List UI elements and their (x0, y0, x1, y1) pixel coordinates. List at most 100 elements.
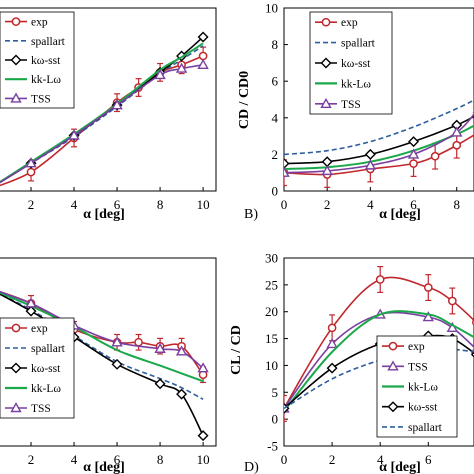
plot-frame (283, 257, 474, 447)
legend-marker-exp (11, 17, 21, 26)
data-point-exp (26, 167, 36, 177)
data-point-tss (111, 99, 123, 110)
x-tick-label: 8 (453, 197, 460, 212)
data-point-exp (327, 323, 337, 333)
x-tick-label: 2 (329, 452, 336, 467)
panel-label: D) (244, 460, 259, 474)
x-axis-label: α [deg] (83, 207, 125, 222)
legend-marker-tss (10, 402, 22, 413)
data-point-tss (407, 148, 420, 159)
data-point-exp (375, 275, 385, 284)
x-tick-label: 6 (114, 452, 121, 467)
data-point-tss (154, 342, 166, 353)
plot-frame (0, 257, 217, 447)
data-point-tss (197, 58, 209, 69)
legend-label: kk-Lω (408, 382, 438, 394)
x-tick-label: 2 (324, 197, 331, 212)
data-point-kw_sst (154, 378, 166, 390)
legend: exp TSS kk-Lω kω-sst spallart (376, 335, 458, 438)
legend-marker-exp (11, 323, 21, 333)
series-line-kkLw (284, 310, 474, 412)
legend-label: kk-Lω (31, 74, 61, 86)
data-point-kw_sst (111, 358, 123, 370)
legend-label: spallart (408, 422, 443, 434)
data-point-kw_sst (284, 158, 290, 170)
legend-label: kω-sst (31, 55, 61, 67)
data-point-tss (197, 362, 209, 373)
y-tick-label: 25 (265, 277, 278, 292)
y-axis-label: CL / CD (229, 325, 244, 375)
data-point-exp (423, 283, 433, 292)
y-tick-label: 20 (265, 304, 278, 319)
x-tick-label: 4 (71, 452, 78, 467)
y-tick-label: 30 (265, 251, 278, 266)
legend-label: exp (31, 323, 48, 335)
panel-b-drag-ratio: 0 2 4 6 8 0 2 4 6 8 10 α [deg] CD / CD0 B) exp spallart… (237, 1, 474, 222)
legend-label: TSS (31, 403, 51, 415)
legend-label: exp (408, 341, 425, 353)
y-tick-label: 15 (265, 331, 278, 346)
x-tick-label: 0 (281, 197, 288, 212)
x-tick-label: 8 (157, 452, 164, 467)
data-point-kw_sst (197, 31, 209, 43)
legend-label: kω-sst (31, 363, 61, 375)
y-tick-label: 0 (272, 184, 279, 199)
y-axis-label: CD / CD0 (237, 71, 252, 129)
data-point-tss (451, 126, 463, 137)
data-point-tss (25, 297, 37, 308)
legend-label: kω-sst (408, 402, 438, 414)
x-tick-label: 10 (197, 452, 210, 467)
data-point-kw_sst (326, 362, 338, 374)
x-axis-label: α [deg] (379, 460, 421, 474)
legend: exp spallart kω-sst kk-Lω TSS (0, 11, 75, 109)
y-tick-label: 10 (265, 1, 278, 16)
data-point-kw_sst (470, 351, 474, 358)
y-tick-label: 4 (272, 110, 279, 125)
data-point-kw_sst (176, 388, 188, 400)
data-point-tss (175, 62, 188, 73)
series-line-spallart (284, 347, 474, 410)
plot-frame (0, 7, 217, 192)
data-point-tss (321, 164, 333, 176)
y-tick-label: -5 (267, 439, 278, 454)
legend-label: exp (31, 17, 48, 29)
legend-label: kk-Lω (31, 383, 61, 395)
x-tick-label: 6 (410, 197, 417, 212)
legend-marker-tss (387, 360, 399, 371)
data-point-exp (430, 151, 440, 161)
y-tick-label: 6 (272, 74, 279, 89)
data-point-kw_sst (408, 136, 420, 148)
data-point-exp (134, 337, 143, 347)
series-line-tss (284, 112, 474, 174)
data-point-tss (175, 345, 188, 356)
x-tick-label: 8 (157, 197, 164, 212)
legend-label: spallart (31, 343, 66, 355)
data-point-tss (111, 336, 123, 347)
data-point-tss (364, 159, 377, 170)
x-axis-label: α [deg] (83, 460, 125, 474)
x-tick-label: 6 (425, 452, 432, 467)
data-point-tss (154, 68, 166, 80)
legend-label: kω-sst (341, 58, 371, 70)
legend-marker-tss (10, 92, 22, 103)
data-point-kw_sst (197, 430, 209, 442)
series-group (0, 31, 209, 187)
panel-a-lift-curve: 2 4 6 8 10 α [deg] exp spallart kω-sst kk-Lω TSS (0, 7, 217, 222)
data-point-tss (422, 311, 435, 322)
legend: exp spallart kω-sst kk-Lω TSS (309, 11, 393, 115)
data-point-exp (452, 140, 462, 150)
x-tick-label: 4 (367, 197, 374, 212)
data-point-kw_sst (364, 148, 376, 160)
y-tick-label: 10 (265, 358, 278, 373)
x-tick-label: 10 (197, 197, 210, 212)
x-tick-label: 0 (281, 452, 288, 467)
legend-marker-kw_sst (320, 57, 332, 69)
legend-marker-kw_sst (387, 401, 399, 413)
plot-frame (283, 7, 474, 192)
x-tick-label: 4 (377, 452, 384, 467)
x-tick-label: 6 (114, 197, 121, 212)
legend-marker-tss (320, 97, 332, 109)
legend-label: kk-Lω (341, 78, 371, 90)
